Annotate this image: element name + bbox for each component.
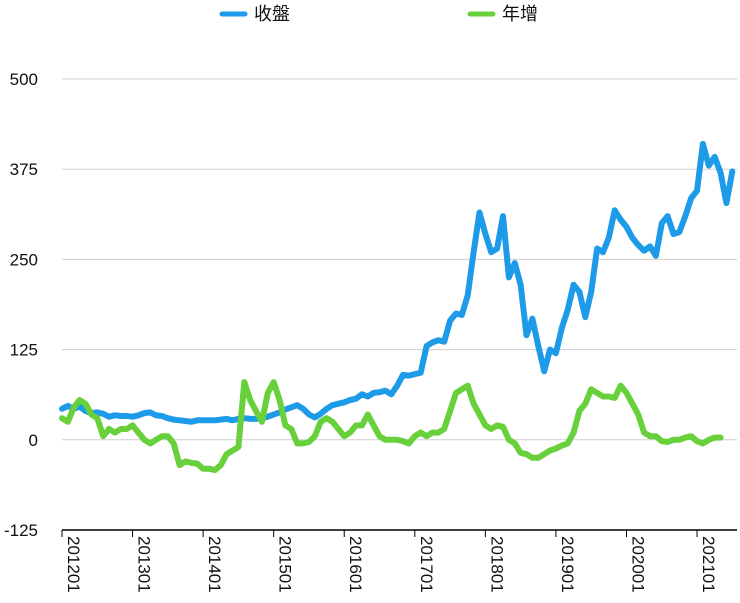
series-line-close (59, 140, 736, 425)
y-tick-label: 250 (10, 250, 38, 269)
x-tick-label: 201901 (558, 536, 577, 593)
x-tick-label: 201301 (135, 536, 154, 593)
series-line-yoy (59, 379, 724, 474)
x-tick-label: 201401 (205, 536, 224, 593)
legend-label-close: 收盤 (254, 4, 290, 25)
legend-item-yoy[interactable]: 年增 (467, 4, 538, 25)
x-tick-label: 201201 (64, 536, 83, 593)
x-tick-label: 201501 (276, 536, 295, 593)
x-tick-label: 202101 (699, 536, 718, 593)
y-tick-label: 125 (10, 341, 38, 360)
series-lines (59, 140, 736, 474)
x-axis-tick-labels: 201201 201301 201401 201501 201601 201701 2018… (61, 530, 718, 593)
gridlines (62, 78, 737, 531)
y-tick-label: -125 (4, 521, 38, 540)
y-tick-label: 0 (29, 431, 38, 450)
y-tick-label: 500 (10, 70, 38, 89)
x-tick-label: 202001 (628, 536, 647, 593)
legend-item-close[interactable]: 收盤 (219, 4, 290, 25)
legend-label-yoy: 年增 (502, 4, 538, 25)
x-tick-label: 201801 (487, 536, 506, 593)
legend: 收盤 年增 (219, 4, 538, 25)
x-tick-label: 201601 (346, 536, 365, 593)
x-tick-label: 201701 (417, 536, 436, 593)
y-tick-label: 375 (10, 160, 38, 179)
y-axis-tick-labels: -125 0 125 250 375 500 (4, 70, 38, 540)
